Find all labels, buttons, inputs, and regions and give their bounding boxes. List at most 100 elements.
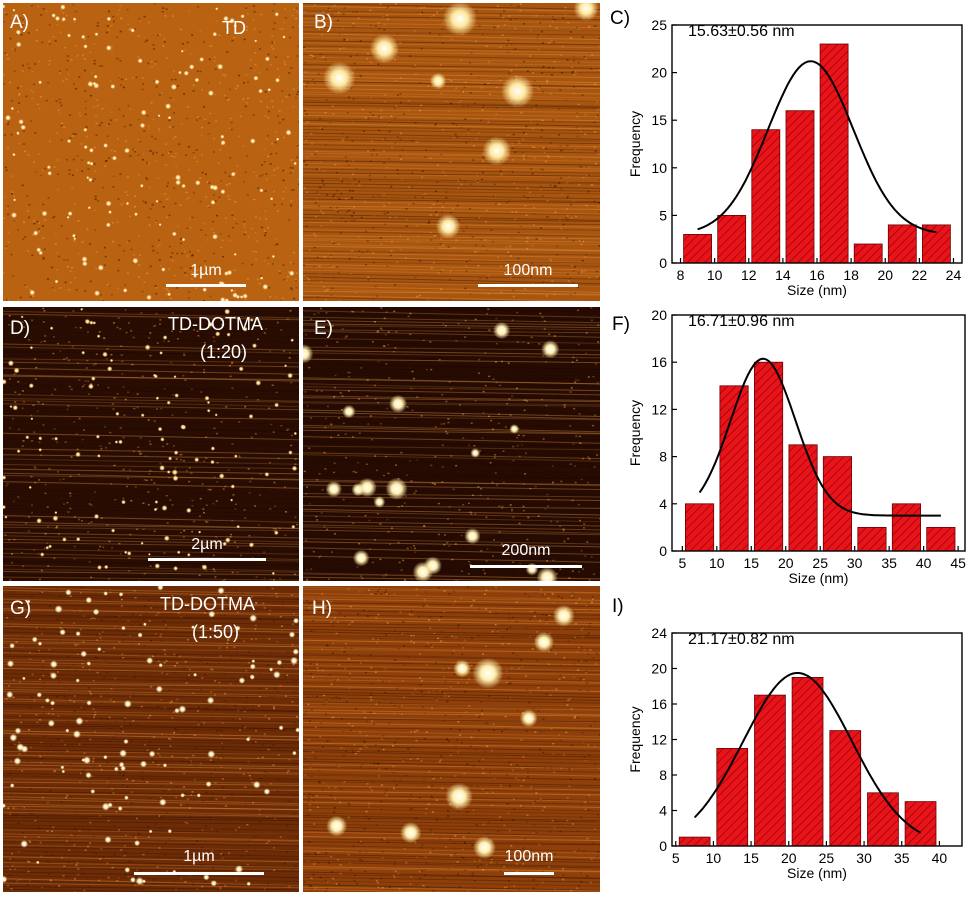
histogram-bar: [684, 234, 712, 263]
x-axis-label: Size (nm): [787, 282, 847, 298]
afm-image-a: [3, 3, 299, 301]
x-tick-label: 20: [877, 267, 893, 283]
panel-label-d: D): [10, 318, 30, 340]
x-tick-label: 18: [843, 267, 859, 283]
afm-image-e: [303, 307, 600, 581]
y-tick-label: 4: [659, 803, 667, 819]
x-tick-label: 10: [707, 267, 723, 283]
x-tick-label: 14: [775, 267, 791, 283]
x-tick-label: 30: [847, 555, 863, 571]
histogram-bar: [752, 130, 780, 263]
histogram-bar: [754, 362, 782, 551]
x-tick-label: 16: [809, 267, 825, 283]
x-axis-label: Size (nm): [789, 570, 849, 586]
afm-image-h: [303, 586, 600, 892]
afm-image-g: [3, 586, 299, 892]
y-tick-label: 4: [659, 496, 667, 512]
y-tick-label: 0: [659, 255, 667, 271]
afm-image-b: [303, 3, 600, 301]
histogram-bar: [888, 225, 916, 263]
histogram-bar: [718, 215, 746, 263]
histogram-bar: [789, 445, 817, 551]
x-tick-label: 10: [706, 850, 722, 866]
y-tick-label: 20: [651, 661, 667, 677]
x-tick-label: 40: [916, 555, 932, 571]
y-tick-label: 5: [659, 207, 667, 223]
mean-size-annotation: 15.63±0.56 nm: [688, 23, 795, 40]
y-tick-label: 24: [651, 625, 667, 641]
panel-label-a: A): [10, 12, 29, 34]
y-tick-label: 0: [659, 838, 667, 854]
y-axis-label: Frequency: [627, 706, 643, 772]
scale-label-g: 1µm: [134, 848, 264, 866]
x-tick-label: 15: [743, 555, 759, 571]
y-axis-label: Frequency: [627, 400, 643, 466]
y-tick-label: 16: [651, 696, 667, 712]
x-tick-label: 25: [819, 850, 835, 866]
panel-subtitle-d: (1:20): [200, 342, 247, 363]
x-tick-label: 20: [781, 850, 797, 866]
histogram-bar: [786, 111, 814, 263]
y-tick-label: 8: [659, 767, 667, 783]
x-tick-label: 35: [881, 555, 897, 571]
histogram-bar: [905, 802, 936, 846]
x-tick-label: 5: [672, 850, 680, 866]
panel-subtitle-g: (1:50): [192, 622, 239, 643]
histogram-bar: [820, 44, 848, 263]
x-tick-label: 24: [946, 267, 962, 283]
scale-label-h: 100nm: [504, 848, 554, 866]
scale-label-a: 1µm: [166, 262, 246, 280]
gaussian-fit-line: [698, 61, 937, 232]
scale-bar-b: [478, 284, 578, 287]
histogram-bar: [679, 837, 710, 846]
scale-bar-h: [504, 872, 554, 875]
histogram-bar: [685, 504, 713, 551]
x-tick-label: 35: [894, 850, 910, 866]
x-tick-label: 20: [778, 555, 794, 571]
panel-label-e: E): [314, 318, 333, 340]
x-tick-label: 5: [678, 555, 686, 571]
x-tick-label: 25: [812, 555, 828, 571]
y-tick-label: 20: [651, 65, 667, 81]
scale-bar-e: [470, 565, 582, 568]
y-tick-label: 16: [651, 354, 667, 370]
histogram-bar: [858, 527, 886, 551]
panel-label-g: G): [10, 598, 31, 620]
x-tick-label: 22: [912, 267, 928, 283]
histogram-bar: [927, 527, 955, 551]
y-tick-label: 12: [651, 401, 667, 417]
scale-bar-d: [148, 558, 266, 561]
scale-label-b: 100nm: [478, 262, 578, 280]
mean-size-annotation: 16.71±0.96 nm: [688, 313, 795, 330]
y-tick-label: 0: [659, 543, 667, 559]
scale-bar-g: [134, 872, 264, 875]
y-axis-label: Frequency: [627, 111, 643, 177]
y-tick-label: 15: [651, 112, 667, 128]
histogram-bar: [868, 793, 899, 846]
x-tick-label: 15: [743, 850, 759, 866]
scale-bar-a: [166, 284, 246, 287]
histogram-bar: [854, 244, 882, 263]
panel-label-h: H): [312, 598, 332, 620]
x-tick-label: 40: [932, 850, 948, 866]
x-tick-label: 12: [741, 267, 757, 283]
y-tick-label: 25: [651, 17, 667, 33]
x-axis-label: Size (nm): [787, 865, 847, 881]
x-tick-label: 30: [856, 850, 872, 866]
panel-title-a: TD: [222, 18, 246, 39]
x-tick-label: 10: [709, 555, 725, 571]
histogram-bar: [892, 504, 920, 551]
scale-label-e: 200nm: [470, 542, 582, 560]
x-tick-label: 8: [677, 267, 685, 283]
histogram-bar: [755, 695, 786, 846]
x-tick-label: 45: [950, 555, 966, 571]
panel-title-d: TD-DOTMA: [168, 314, 263, 335]
y-tick-label: 8: [659, 449, 667, 465]
mean-size-annotation: 21.17±0.82 nm: [688, 631, 795, 648]
